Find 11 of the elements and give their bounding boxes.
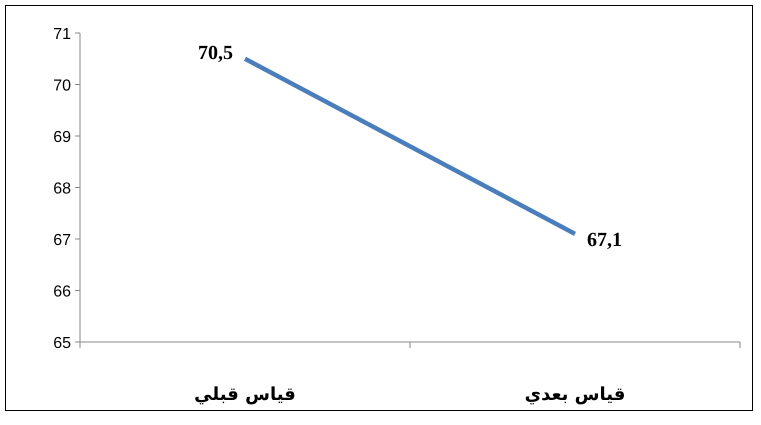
data-label: 70,5 [198, 42, 233, 64]
x-tick-label: قياس قبلي [194, 384, 296, 405]
x-tick-label: قياس بعدي [524, 384, 626, 405]
y-tick-label: 69 [53, 129, 72, 146]
y-tick-label: 65 [53, 335, 72, 352]
y-tick-label: 66 [53, 284, 72, 300]
y-tick-label: 70 [53, 78, 72, 94]
y-tick-label: 68 [53, 180, 72, 198]
y-tick-label: 67 [53, 232, 72, 249]
y-tick-label: 71 [53, 26, 72, 43]
data-label: 67,1 [587, 228, 622, 251]
